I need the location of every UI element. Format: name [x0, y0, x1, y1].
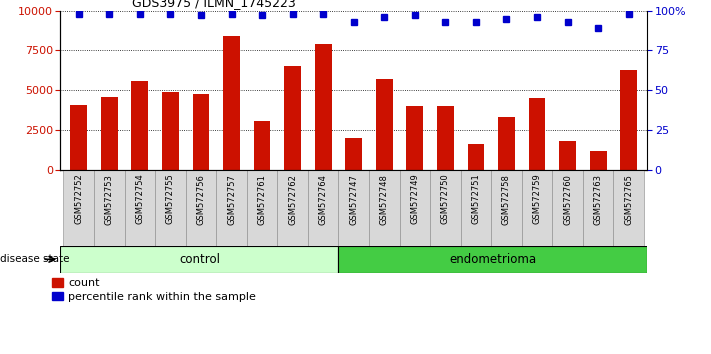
Bar [216, 170, 247, 246]
Bar [247, 170, 277, 246]
Text: GSM572759: GSM572759 [533, 174, 542, 224]
Bar [559, 141, 576, 170]
Bar [528, 98, 545, 170]
Bar [124, 170, 155, 246]
Bar [583, 170, 614, 246]
Bar [552, 170, 583, 246]
Bar [101, 97, 118, 170]
Bar [155, 170, 186, 246]
Bar [407, 106, 423, 170]
Text: GSM572756: GSM572756 [196, 174, 205, 224]
Bar [338, 170, 369, 246]
Bar [338, 246, 647, 273]
Bar [193, 94, 209, 170]
Bar [620, 69, 637, 170]
Text: endometrioma: endometrioma [449, 253, 536, 266]
Bar [284, 67, 301, 170]
Text: GSM572762: GSM572762 [288, 174, 297, 224]
Bar [70, 104, 87, 170]
Bar [132, 81, 149, 170]
Text: GSM572763: GSM572763 [594, 174, 603, 225]
Bar [223, 36, 240, 170]
Bar [60, 246, 338, 273]
Bar [186, 170, 216, 246]
Text: control: control [179, 253, 220, 266]
Bar [437, 106, 454, 170]
Legend: count, percentile rank within the sample: count, percentile rank within the sample [52, 278, 256, 302]
Bar [162, 92, 179, 170]
Bar [63, 170, 94, 246]
Bar [468, 144, 484, 170]
Bar [346, 138, 362, 170]
Text: GSM572748: GSM572748 [380, 174, 389, 224]
Text: GSM572755: GSM572755 [166, 174, 175, 224]
Bar [308, 170, 338, 246]
Bar [589, 151, 606, 170]
Bar [430, 170, 461, 246]
Text: GSM572749: GSM572749 [410, 174, 419, 224]
Bar [400, 170, 430, 246]
Text: GSM572751: GSM572751 [471, 174, 481, 224]
Text: GSM572750: GSM572750 [441, 174, 450, 224]
Text: GSM572764: GSM572764 [319, 174, 328, 224]
Text: GSM572760: GSM572760 [563, 174, 572, 224]
Bar [498, 118, 515, 170]
Text: disease state: disease state [0, 254, 70, 264]
Text: GDS3975 / ILMN_1745223: GDS3975 / ILMN_1745223 [132, 0, 295, 9]
Bar [491, 170, 522, 246]
Text: GSM572754: GSM572754 [135, 174, 144, 224]
Bar [277, 170, 308, 246]
Text: GSM572753: GSM572753 [105, 174, 114, 224]
Text: GSM572747: GSM572747 [349, 174, 358, 224]
Text: GSM572757: GSM572757 [227, 174, 236, 224]
Text: GSM572752: GSM572752 [74, 174, 83, 224]
Bar [315, 44, 331, 170]
Bar [461, 170, 491, 246]
Bar [254, 120, 270, 170]
Text: GSM572765: GSM572765 [624, 174, 634, 224]
Bar [369, 170, 400, 246]
Text: GSM572758: GSM572758 [502, 174, 511, 224]
Text: GSM572761: GSM572761 [257, 174, 267, 224]
Bar [522, 170, 552, 246]
Bar [376, 79, 392, 170]
Bar [614, 170, 644, 246]
Bar [94, 170, 124, 246]
